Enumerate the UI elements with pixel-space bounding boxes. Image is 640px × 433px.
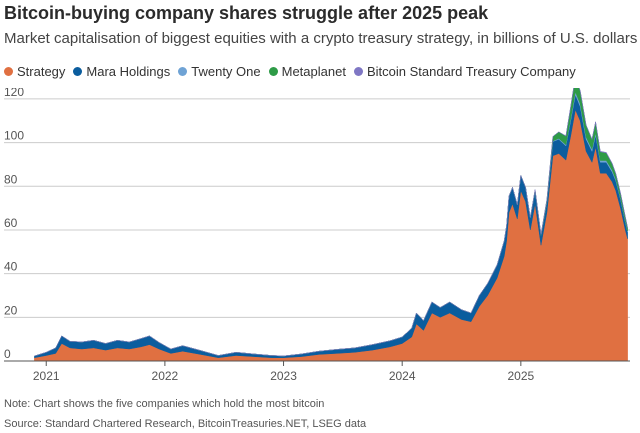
y-tick-labels: 0 20 40 60 80 100 120 — [4, 88, 24, 361]
x-tick-label: 2021 — [33, 369, 60, 383]
x-tick-label: 2023 — [270, 369, 297, 383]
legend-label: Strategy — [17, 64, 66, 79]
series-areas — [34, 88, 628, 362]
x-tick-labels: 2021 2022 2023 2024 2025 — [33, 369, 535, 383]
legend-label: Bitcoin Standard Treasury Company — [366, 64, 576, 79]
y-tick-label: 100 — [4, 129, 24, 143]
y-tick-label: 40 — [4, 260, 18, 274]
legend-item-twenty-one: Twenty One — [178, 64, 261, 79]
legend-swatch — [4, 67, 13, 76]
x-axis — [4, 360, 630, 366]
area-bitcoin-standard-treasury-company — [34, 88, 628, 357]
legend-item-metaplanet: Metaplanet — [268, 64, 346, 79]
chart-source: Source: Standard Chartered Research, Bit… — [4, 418, 367, 430]
legend-label: Metaplanet — [281, 64, 346, 79]
legend-label: Mara Holdings — [86, 64, 171, 79]
chart-note: Note: Chart shows the five companies whi… — [4, 398, 325, 410]
y-tick-label: 0 — [4, 347, 11, 361]
legend-label: Twenty One — [191, 64, 261, 79]
legend-item-bitcoin-standard-treasury: Bitcoin Standard Treasury Company — [353, 64, 576, 79]
chart-plot: 0 20 40 60 80 100 120 2021 2022 2023 2024 2025 — [4, 88, 630, 383]
y-tick-label: 120 — [4, 88, 24, 99]
x-tick-label: 2025 — [507, 369, 534, 383]
chart-subtitle: Market capitalisation of biggest equitie… — [4, 30, 638, 47]
y-tick-label: 60 — [4, 216, 18, 230]
chart-title: Bitcoin-buying company shares struggle a… — [4, 3, 489, 23]
legend-item-strategy: Strategy — [4, 64, 65, 79]
legend-swatch — [268, 67, 278, 76]
legend-swatch — [353, 67, 363, 76]
area-strategy — [34, 108, 628, 362]
legend-item-mara-holdings: Mara Holdings — [73, 64, 170, 79]
legend: Strategy Mara Holdings Twenty One Metapl… — [4, 64, 584, 79]
y-tick-label: 20 — [4, 303, 18, 317]
y-tick-label: 80 — [4, 172, 18, 186]
legend-swatch — [178, 67, 188, 76]
x-tick-label: 2024 — [389, 369, 416, 383]
legend-swatch — [73, 67, 83, 76]
x-tick-label: 2022 — [152, 369, 179, 383]
